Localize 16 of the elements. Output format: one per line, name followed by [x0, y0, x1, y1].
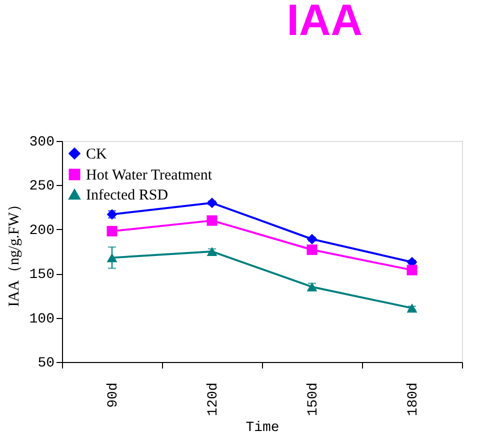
legend-label: Hot Water Treatment — [86, 168, 213, 184]
x-tick-label: 150d — [306, 382, 322, 416]
y-tick-label: 100 — [29, 311, 54, 328]
chart-title: IAA — [286, 0, 362, 45]
x-tick-label: 90d — [106, 382, 122, 408]
legend-label: Infected RSD — [86, 188, 168, 204]
x-tick-label: 180d — [406, 382, 422, 416]
x-tick-label: 120d — [206, 382, 222, 416]
y-tick-label: 300 — [29, 134, 54, 150]
y-tick-label: 200 — [29, 222, 54, 239]
y-tick-label: 150 — [29, 267, 54, 284]
x-axis-title: Time — [246, 420, 280, 436]
legend-label: CK — [86, 146, 108, 162]
y-tick-label: 250 — [29, 178, 54, 195]
y-tick-label: 50 — [38, 356, 54, 372]
y-axis-title: IAA（ng/g.FW） — [6, 197, 22, 307]
